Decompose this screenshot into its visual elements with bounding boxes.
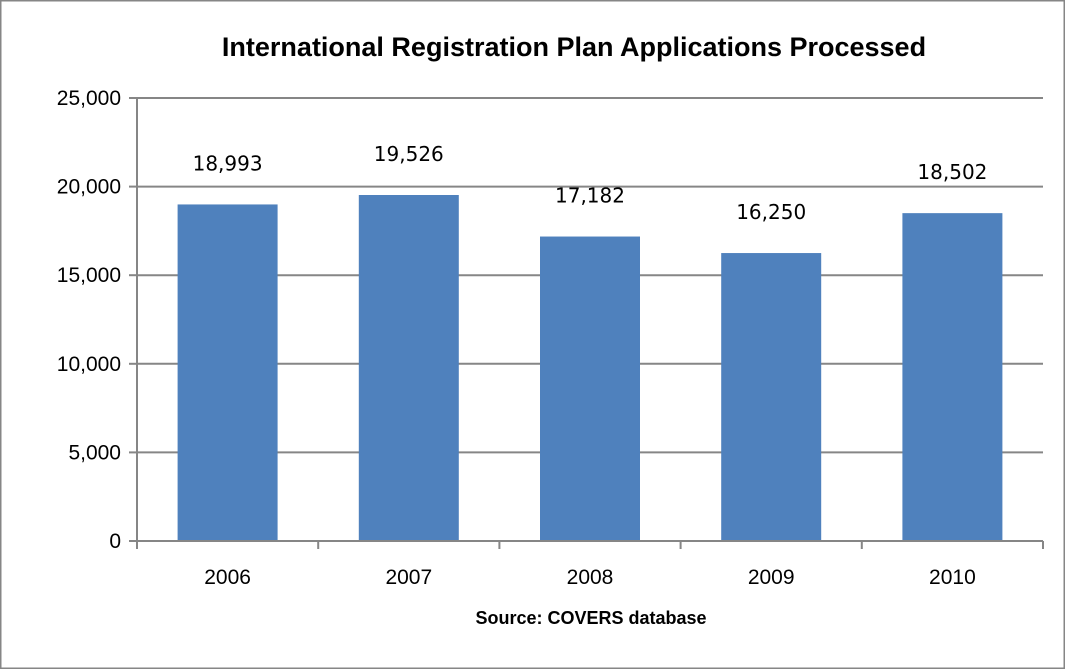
bar — [902, 213, 1002, 541]
y-tick-label: 25,000 — [57, 87, 121, 110]
x-tick-label: 2008 — [567, 566, 614, 589]
y-tick-label: 5,000 — [68, 441, 121, 464]
chart-title: International Registration Plan Applicat… — [222, 32, 926, 62]
bar — [721, 253, 821, 541]
x-tick-label: 2006 — [204, 566, 251, 589]
x-axis-label: Source: COVERS database — [475, 608, 706, 628]
bar — [540, 237, 640, 541]
x-tick-label: 2007 — [385, 566, 432, 589]
y-tick-label: 10,000 — [57, 353, 121, 376]
y-tick-label: 15,000 — [57, 264, 121, 287]
data-label: 18,502 — [917, 160, 987, 184]
y-tick-label: 0 — [109, 530, 121, 553]
data-label: 17,182 — [555, 184, 625, 208]
bar — [359, 195, 459, 541]
data-label: 18,993 — [193, 151, 263, 175]
x-tick-label: 2010 — [929, 566, 976, 589]
data-label: 16,250 — [736, 200, 806, 224]
x-tick-label: 2009 — [748, 566, 795, 589]
bar — [178, 204, 278, 541]
data-label: 19,526 — [374, 142, 444, 166]
y-tick-label: 20,000 — [57, 176, 121, 199]
